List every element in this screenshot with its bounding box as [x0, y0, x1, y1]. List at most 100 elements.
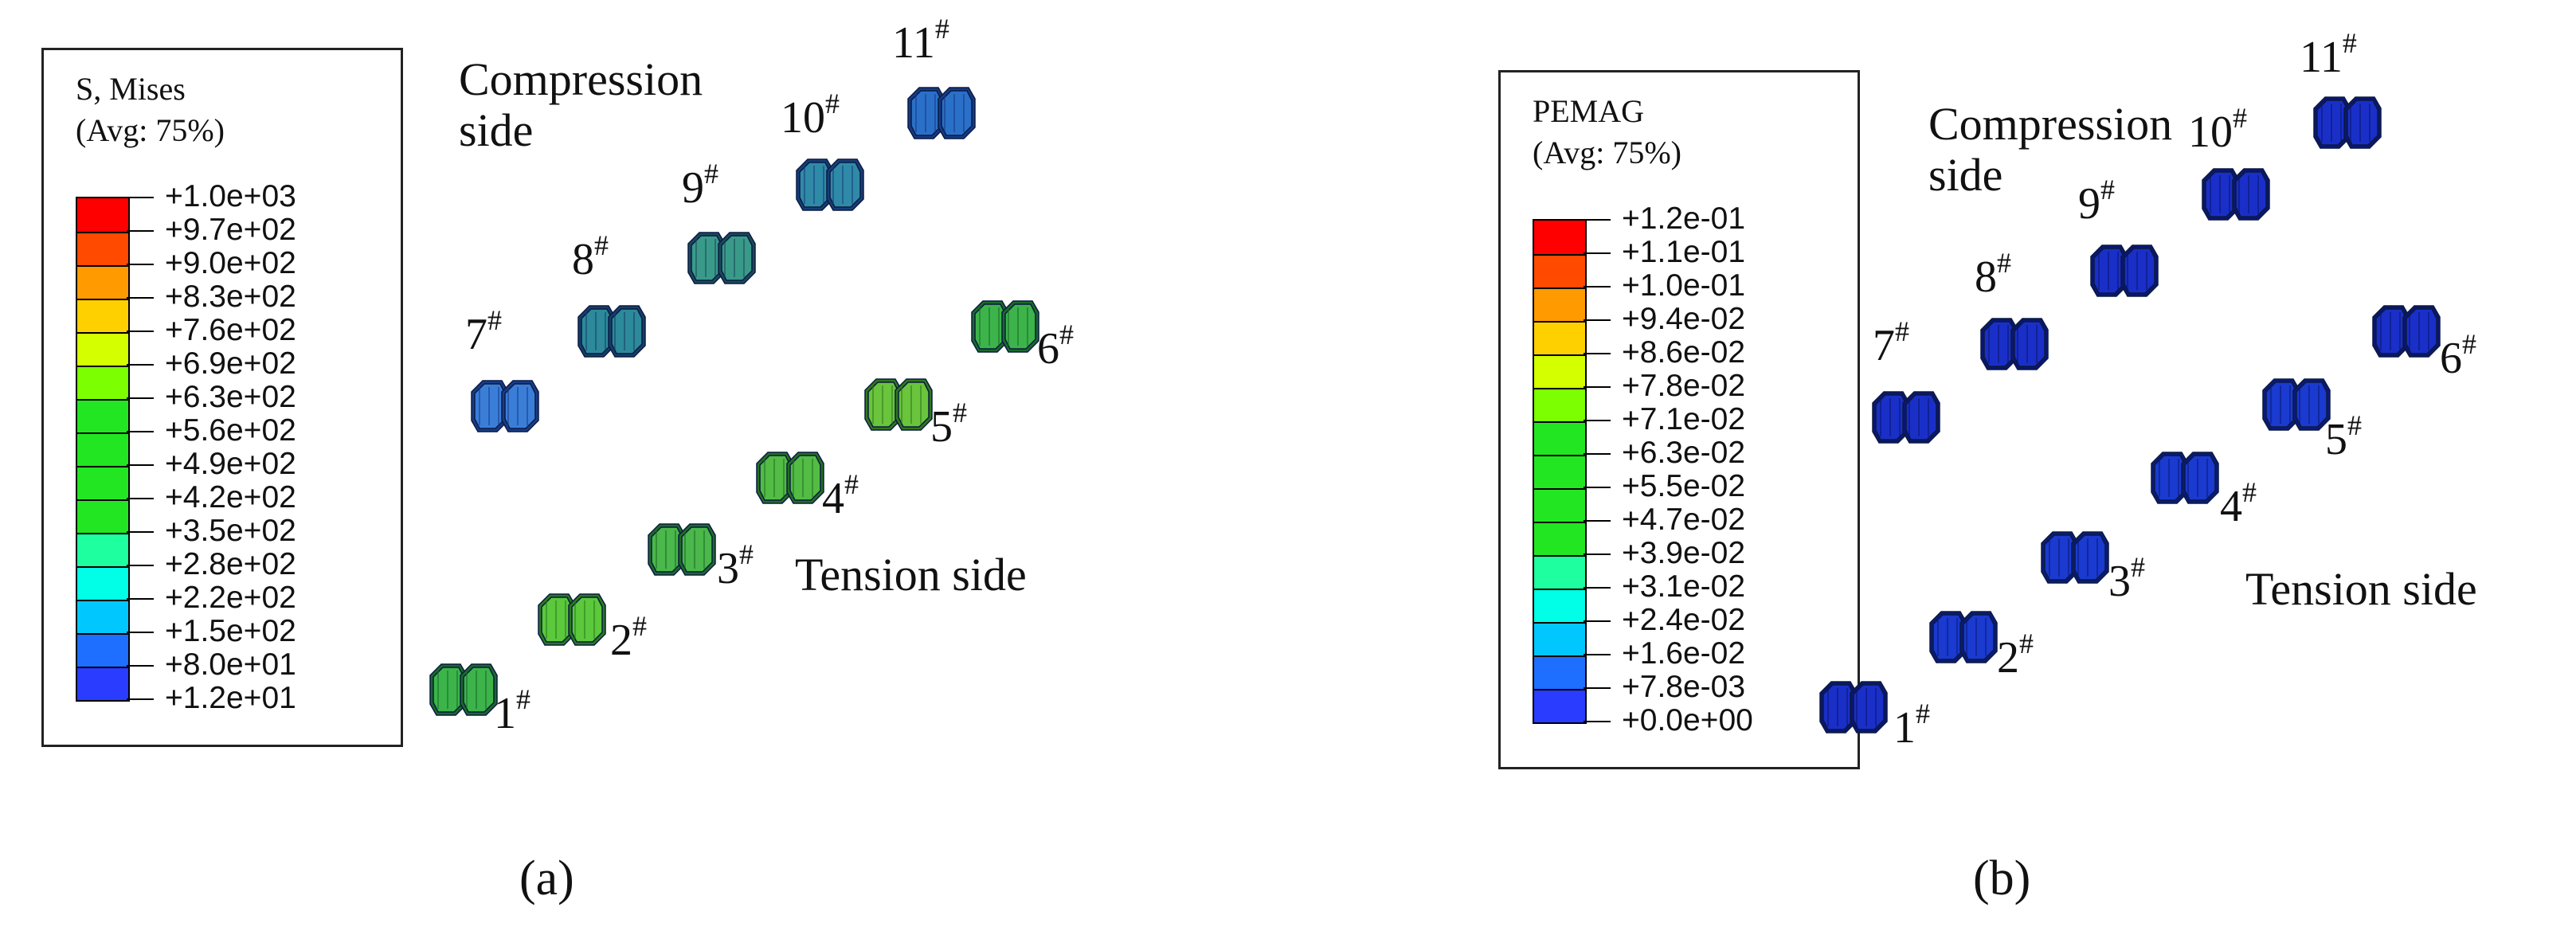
legend-tick-label: +7.8e-02 — [1622, 369, 1746, 403]
bolt-number: 7 — [1873, 321, 1895, 370]
bolt-number-mark: # — [825, 88, 840, 119]
legend-tick — [127, 431, 154, 432]
bolt-2-label: 2# — [610, 612, 647, 665]
legend-tick — [1584, 487, 1611, 488]
bolt-number: 2 — [610, 616, 632, 665]
legend-tick-label: +7.6e+02 — [165, 313, 296, 347]
legend-swatch — [1534, 354, 1585, 388]
legend-tick-label: +3.1e-02 — [1622, 569, 1746, 604]
bolt-4-label: 4# — [822, 470, 859, 522]
legend-tick — [127, 464, 154, 466]
legend-tick-label: +2.2e+02 — [165, 581, 296, 615]
color-scale-bar — [1533, 219, 1587, 724]
legend-tick-label: +2.8e+02 — [165, 547, 296, 581]
color-scale-bar — [76, 197, 130, 702]
legend-tick — [1584, 620, 1611, 622]
legend-tick-label: +6.3e+02 — [165, 380, 296, 414]
bolt-3-face — [2074, 534, 2106, 581]
legend-tick — [1584, 554, 1611, 555]
caption-a: (a) — [519, 851, 574, 906]
bolt-5-label: 5# — [930, 398, 967, 451]
compression-side-label: Compression side — [459, 53, 703, 156]
legend-tick-label: +9.4e-02 — [1622, 302, 1746, 336]
legend-tick-label: +1.5e+02 — [165, 614, 296, 648]
legend-tick — [127, 598, 154, 600]
legend-swatch — [77, 533, 128, 566]
bolt-2-face — [571, 597, 603, 643]
bolt-11-face — [941, 90, 973, 136]
bolt-number: 1 — [1893, 703, 1916, 753]
bolt-number: 10 — [2188, 108, 2233, 157]
bolt-2-icon — [1929, 611, 1998, 663]
bolt-number-mark: # — [2131, 551, 2145, 583]
bolt-number-mark: # — [487, 304, 502, 336]
bolt-1-face — [1853, 684, 1885, 730]
bolt-6-icon — [971, 300, 1039, 353]
bolt-number: 4 — [2220, 482, 2242, 531]
panel-a: S, Mises (Avg: 75%) +1.0e+03 +9.7e+02 +9.0… — [41, 13, 1074, 906]
legend-swatch — [1534, 421, 1585, 455]
legend-tick-label: +2.4e-02 — [1622, 603, 1746, 637]
bolt-7-icon — [471, 380, 539, 432]
legend-tick — [1584, 386, 1611, 388]
bolt-4-face — [2184, 455, 2216, 501]
bolt-number-mark: # — [704, 158, 718, 190]
bolt-9-icon — [687, 232, 756, 284]
legend-tick-label: +7.1e-02 — [1622, 402, 1746, 436]
legend-tick — [1584, 252, 1611, 254]
legend-subtitle: (Avg: 75%) — [76, 112, 225, 148]
legend-swatch — [1534, 589, 1585, 622]
bolt-9-face — [721, 235, 753, 281]
legend-swatch — [1534, 288, 1585, 321]
bolt-8-icon — [1980, 318, 2049, 370]
bolt-11-icon — [907, 87, 976, 139]
bolt-9-face — [2124, 248, 2155, 294]
bolt-6-icon — [2372, 305, 2441, 358]
legend-swatch — [77, 332, 128, 366]
legend-mises: S, Mises (Avg: 75%) +1.0e+03 +9.7e+02 +9.0… — [41, 48, 403, 747]
legend-tick — [127, 498, 154, 499]
legend-tick — [127, 565, 154, 566]
panel-b: PEMAG (Avg: 75%) +1.2e-01 +1.1e-01 +1.0e-0… — [1288, 0, 2576, 931]
legend-swatch — [1534, 488, 1585, 522]
legend-tick — [1584, 654, 1611, 655]
legend-swatch — [77, 667, 128, 700]
legend-tick — [127, 665, 154, 667]
legend-tick — [1584, 721, 1611, 722]
bolt-number: 5 — [2325, 415, 2347, 464]
legend-tick-label: +4.9e+02 — [165, 447, 296, 481]
legend-tick-label: +5.5e-02 — [1622, 469, 1746, 503]
legend-tick — [1584, 687, 1611, 689]
bolt-number-mark: # — [1916, 698, 1930, 730]
legend-tick-label: +0.0e+00 — [1622, 703, 1753, 737]
bolt-number-mark: # — [953, 397, 967, 428]
bolt-5-icon — [2262, 378, 2331, 431]
legend-swatch — [77, 633, 128, 667]
legend-tick — [1584, 219, 1611, 221]
legend-tick-label: +1.0e-01 — [1622, 268, 1746, 303]
bolt-9-label: 9# — [2078, 175, 2115, 229]
bolt-1-icon — [1819, 681, 1888, 733]
bolt-number: 9 — [2078, 179, 2100, 229]
legend-tick-label: +8.0e+01 — [165, 647, 296, 682]
bolt-11-face — [2347, 100, 2378, 146]
bolt-4-icon — [2151, 452, 2219, 504]
bolt-number-mark: # — [934, 13, 949, 45]
bolt-9-label: 9# — [682, 159, 718, 212]
bolt-7-face — [504, 383, 536, 429]
legend-tick-label: +4.2e+02 — [165, 480, 296, 514]
legend-tick — [127, 197, 154, 198]
bolt-number-mark: # — [1997, 247, 2011, 279]
legend-tick-label: +1.6e-02 — [1622, 636, 1746, 671]
legend-tick — [127, 698, 154, 700]
bolt-number-mark: # — [2342, 27, 2357, 59]
bolt-5-icon — [864, 378, 933, 431]
legend-swatch — [1534, 455, 1585, 488]
legend-tick-label: +9.7e+02 — [165, 213, 296, 247]
legend-tick — [127, 297, 154, 299]
legend-tick — [1584, 353, 1611, 354]
bolt-7-label: 7# — [465, 306, 502, 358]
bolt-2-face — [1963, 614, 1995, 660]
tension-side-label: Tension side — [795, 549, 1027, 600]
legend-tick — [1584, 420, 1611, 421]
